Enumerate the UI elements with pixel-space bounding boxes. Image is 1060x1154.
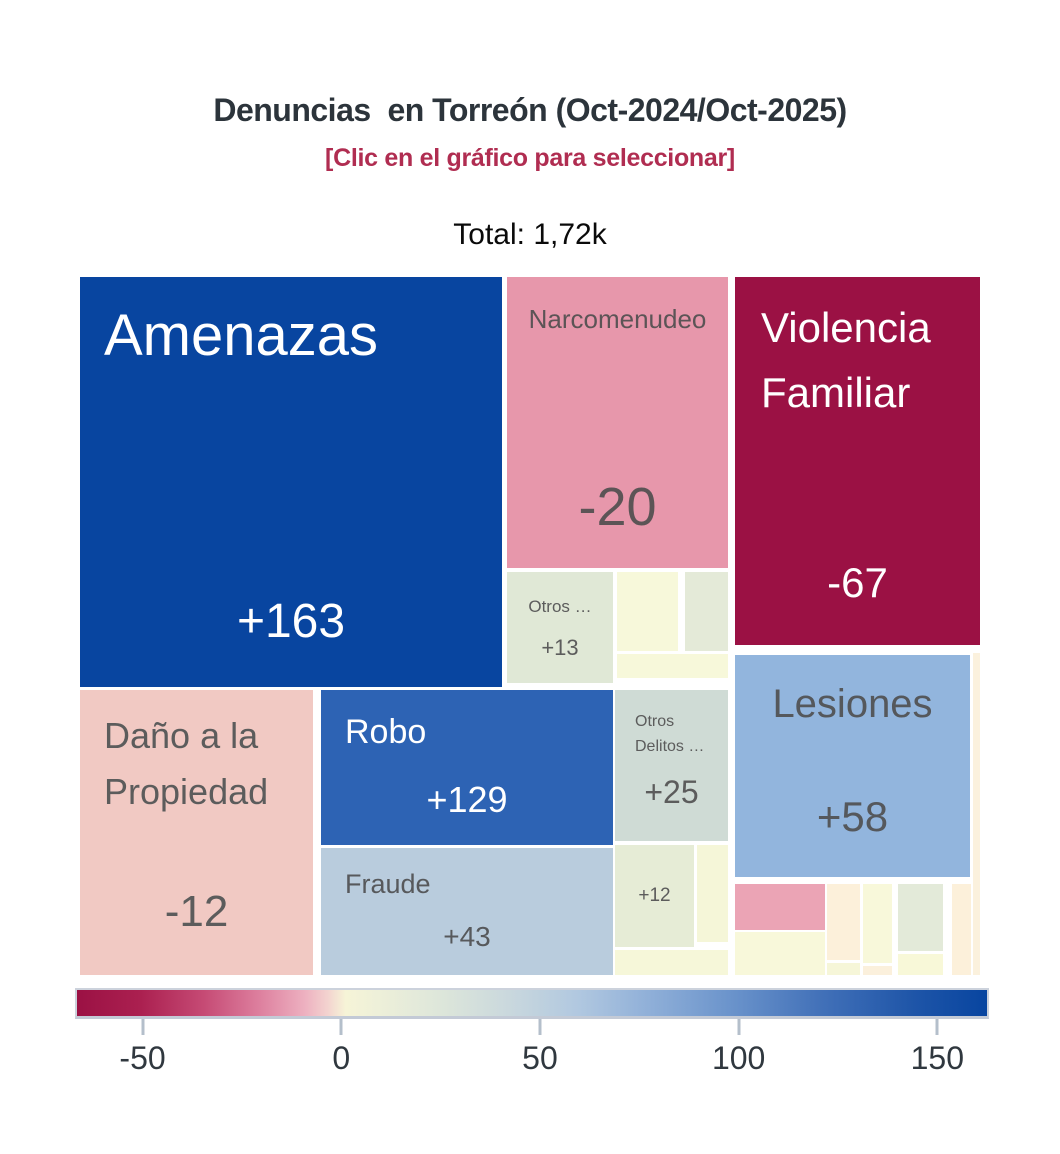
tile-lesiones[interactable]: Lesiones +58	[735, 655, 970, 877]
colorbar-tick-label: 150	[910, 1040, 965, 1076]
tile-small-1[interactable]	[617, 572, 678, 651]
chart-subtitle-hint: [Clic en el gráfico para seleccionar]	[325, 144, 735, 172]
total-label: Total: 1,72k	[453, 218, 607, 251]
tile-fraude[interactable]: Fraude +43	[321, 848, 613, 975]
tile-label: Daño a la Propiedad	[104, 715, 269, 812]
tile-violencia-familiar[interactable]: Violencia Familiar -67	[735, 277, 980, 645]
tile-value: +129	[426, 779, 508, 820]
tile-small-3[interactable]	[617, 654, 728, 678]
tile-value: +25	[644, 774, 699, 810]
tile-dano-a-la-propiedad[interactable]: Daño a la Propiedad -12	[80, 690, 313, 975]
tile-small-2[interactable]	[685, 572, 728, 651]
treemap-plot: Amenazas +163 Narcomenudeo -20 Violencia Fam…	[80, 277, 980, 978]
tile-value: +12	[638, 885, 671, 906]
colorbar-tick	[538, 1019, 542, 1035]
tile-value: -67	[827, 559, 888, 606]
colorbar: -50 0 50 100 150	[75, 988, 989, 1078]
tile-small-12[interactable]	[863, 966, 892, 975]
colorbar-tick	[141, 1019, 145, 1035]
tile-small-15[interactable]	[952, 884, 971, 975]
tile-small-6[interactable]	[973, 653, 980, 975]
tile-label: Otros Delitos …	[635, 713, 705, 755]
tile-label: Robo	[345, 713, 427, 751]
tile-robo[interactable]: Robo +129	[321, 690, 613, 845]
colorbar-tick	[737, 1019, 741, 1035]
colorbar-gradient	[75, 988, 989, 1019]
tile-plus-12[interactable]: +12	[615, 845, 694, 947]
tile-label: Violencia Familiar	[761, 304, 943, 417]
colorbar-tick-label: 50	[522, 1040, 558, 1076]
tile-value: +13	[541, 635, 579, 660]
tile-value: +58	[816, 793, 889, 840]
colorbar-tick	[935, 1019, 939, 1035]
tile-small-13[interactable]	[898, 884, 943, 951]
tile-value: +43	[443, 921, 491, 952]
tile-label: Narcomenudeo	[528, 304, 707, 334]
tile-small-7[interactable]	[735, 884, 825, 930]
tile-small-4[interactable]	[697, 845, 728, 942]
tile-label: Fraude	[345, 869, 431, 899]
tile-value: +163	[236, 595, 346, 648]
tile-small-14[interactable]	[898, 954, 943, 975]
tile-value: -12	[164, 887, 229, 936]
tile-small-10[interactable]	[827, 963, 860, 975]
tile-value: -20	[578, 477, 657, 537]
colorbar-tick	[339, 1019, 343, 1035]
tile-small-5[interactable]	[615, 950, 728, 975]
colorbar-tick-label: 100	[711, 1040, 766, 1076]
colorbar-tick-label: -50	[119, 1040, 166, 1076]
tile-otros[interactable]: Otros … +13	[507, 572, 613, 683]
tile-small-11[interactable]	[863, 884, 892, 963]
chart-title: Denuncias en Torreón (Oct-2024/Oct-2025)	[213, 92, 847, 128]
tile-otros-delitos[interactable]: Otros Delitos … +25	[615, 690, 728, 841]
tile-amenazas[interactable]: Amenazas +163	[80, 277, 502, 687]
colorbar-tick-label: 0	[332, 1040, 351, 1076]
tile-narcomenudeo[interactable]: Narcomenudeo -20	[507, 277, 728, 568]
tile-label: Amenazas	[104, 303, 379, 368]
tile-small-9[interactable]	[827, 884, 860, 960]
tile-small-8[interactable]	[735, 932, 825, 975]
tile-label: Lesiones	[772, 682, 933, 726]
tile-label: Otros …	[528, 597, 592, 616]
